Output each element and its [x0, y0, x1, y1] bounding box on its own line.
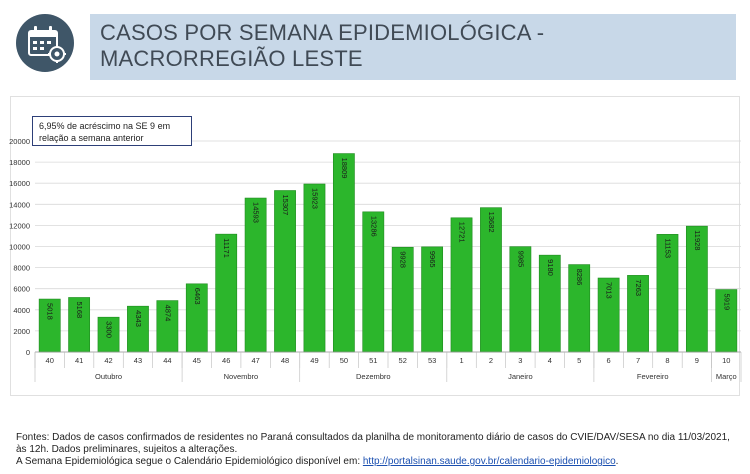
month-label: Novembro — [224, 372, 259, 381]
bar-value-label: 15923 — [310, 188, 319, 209]
bar-value-label: 11153 — [663, 238, 672, 258]
y-tick-label: 16000 — [9, 179, 30, 188]
x-tick-label: 1 — [459, 356, 463, 365]
y-tick-label: 18000 — [9, 158, 30, 167]
footer-notes: Fontes: Dados de casos confirmados de re… — [16, 432, 742, 468]
bar-value-label: 4343 — [134, 310, 143, 327]
footer-source: Fontes: Dados de casos confirmados de re… — [16, 432, 730, 455]
bar-value-label: 9965 — [428, 251, 437, 268]
annotation-line-1: 6,95% de acréscimo na SE 9 em — [39, 121, 171, 131]
x-tick-label: 9 — [695, 356, 699, 365]
bar-value-label: 15307 — [281, 195, 290, 216]
title-line-2: MACRORREGIÃO LESTE — [100, 46, 363, 71]
x-tick-label: 2 — [489, 356, 493, 365]
x-tick-label: 46 — [222, 356, 230, 365]
bar-value-label: 3300 — [105, 321, 114, 338]
bar-value-label: 9985 — [516, 251, 525, 268]
bars: 5018 5168 3300 4343 4874 6463 11171 14593 15307 1… — [38, 153, 738, 353]
x-axis: 40 41 42 43 44 45 46 47 48 49 50 51 52 53 1 2 3 4 5 6 7 8 9 10O… — [34, 351, 742, 382]
bar — [332, 153, 355, 353]
bar-value-label: 18809 — [340, 158, 349, 179]
x-tick-label: 3 — [518, 356, 522, 365]
bar-value-label: 5168 — [75, 301, 84, 318]
x-tick-label: 45 — [193, 356, 201, 365]
page-title: CASOS POR SEMANA EPIDEMIOLÓGICA - MACROR… — [100, 20, 720, 72]
bar-value-label: 13682 — [487, 212, 496, 233]
bar-value-label: 12721 — [458, 222, 467, 243]
bar-value-label: 9928 — [399, 251, 408, 268]
x-tick-label: 10 — [722, 356, 730, 365]
x-tick-label: 6 — [607, 356, 611, 365]
bar-value-label: 7263 — [634, 279, 643, 296]
calendar-badge — [16, 14, 74, 72]
x-tick-label: 53 — [428, 356, 436, 365]
x-tick-label: 51 — [369, 356, 377, 365]
x-tick-label: 50 — [340, 356, 348, 365]
x-tick-label: 49 — [310, 356, 318, 365]
calendar-link[interactable]: http://portalsinan.saude.gov.br/calendar… — [362, 456, 616, 467]
month-label: Março — [716, 372, 737, 381]
header-band — [90, 14, 736, 80]
x-tick-label: 5 — [577, 356, 581, 365]
footer-calendar-text: A Semana Epidemiológica segue o Calendár… — [16, 456, 363, 467]
x-tick-label: 4 — [548, 356, 552, 365]
x-tick-label: 8 — [665, 356, 669, 365]
y-tick-label: 14000 — [9, 200, 30, 209]
y-axis: 0 2000 4000 6000 8000 10000 12000 14000 16000 180… — [9, 137, 30, 357]
calendar-icon — [28, 26, 66, 63]
bar-value-label: 11171 — [222, 238, 231, 258]
bar-value-label: 13286 — [369, 216, 378, 237]
x-tick-label: 42 — [104, 356, 112, 365]
bar-value-label: 5018 — [46, 303, 55, 320]
chart-frame — [10, 96, 740, 396]
x-tick-label: 41 — [75, 356, 83, 365]
bar-value-label: 14593 — [252, 202, 261, 223]
month-label: Outubro — [95, 372, 122, 381]
title-line-1: CASOS POR SEMANA EPIDEMIOLÓGICA - — [100, 20, 545, 45]
bar-value-label: 7013 — [605, 282, 614, 299]
y-tick-label: 4000 — [13, 306, 30, 315]
month-label: Janeiro — [508, 372, 533, 381]
footer-calendar-end: . — [615, 456, 619, 467]
y-tick-label: 8000 — [13, 264, 30, 273]
x-tick-label: 52 — [399, 356, 407, 365]
annotation-line-2: relação a semana anterior — [39, 133, 144, 143]
bar-value-label: 9180 — [546, 259, 555, 276]
y-tick-label: 20000 — [9, 137, 30, 146]
footer-calendar: A Semana Epidemiológica segue o Calendár… — [16, 456, 742, 468]
y-tick-label: 6000 — [13, 285, 30, 294]
bar-value-label: 8286 — [575, 269, 584, 286]
y-tick-label: 10000 — [9, 243, 30, 252]
bar-value-label: 5919 — [722, 294, 731, 311]
x-tick-label: 7 — [636, 356, 640, 365]
month-label: Fevereiro — [637, 372, 669, 381]
y-tick-label: 0 — [26, 348, 30, 357]
bar — [303, 183, 326, 353]
bar-value-label: 11928 — [693, 230, 702, 250]
bar-value-label: 6463 — [193, 288, 202, 305]
x-tick-label: 47 — [251, 356, 259, 365]
y-tick-label: 12000 — [9, 221, 30, 230]
x-tick-label: 43 — [134, 356, 142, 365]
x-tick-label: 48 — [281, 356, 289, 365]
x-tick-label: 40 — [46, 356, 54, 365]
bar-value-label: 4874 — [163, 305, 172, 322]
x-tick-label: 44 — [163, 356, 171, 365]
month-label: Dezembro — [356, 372, 391, 381]
annotation-box: 6,95% de acréscimo na SE 9 em relação a … — [32, 116, 192, 146]
y-tick-label: 2000 — [13, 327, 30, 336]
